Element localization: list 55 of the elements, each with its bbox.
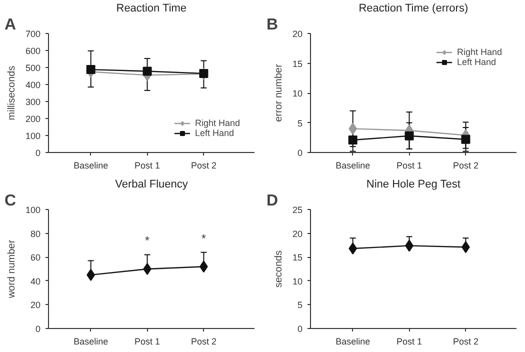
x-tick-label: Post 1 (396, 160, 422, 170)
y-tick-label: 700 (25, 29, 41, 39)
y-tick-label: 600 (25, 46, 41, 56)
x-tick-label: Post 1 (134, 336, 160, 346)
x-tick-label: Baseline (74, 160, 108, 170)
y-axis-title: error number (273, 63, 284, 122)
x-tick-label: Baseline (336, 336, 370, 346)
y-tick-label: 20 (30, 300, 41, 310)
x-tick-label: Post 1 (396, 336, 422, 346)
y-tick-label: 0 (297, 324, 303, 334)
legend-label: Left Hand (456, 57, 496, 67)
x-tick-label: Baseline (74, 336, 108, 346)
text: A (4, 16, 16, 34)
y-tick-label: 80 (30, 228, 41, 239)
y-tick-label: 300 (25, 97, 41, 107)
chart-title: Reaction Time (116, 2, 187, 14)
chart-title: Reaction Time (errors) (358, 2, 468, 14)
chart-title: Verbal Fluency (115, 178, 188, 190)
x-tick-label: Post 2 (190, 160, 216, 170)
y-tick-label: 0 (35, 148, 41, 158)
y-tick-label: 40 (30, 276, 41, 286)
y-tick-label: 400 (25, 80, 41, 90)
y-tick-label: 25 (292, 205, 303, 215)
y-tick-label: 20 (292, 228, 303, 239)
annotation: * (201, 231, 206, 246)
y-tick-label: 200 (25, 114, 41, 124)
x-tick-label: Baseline (336, 160, 370, 170)
x-tick-label: Post 2 (452, 336, 478, 346)
legend-label: Right Hand (456, 47, 502, 57)
y-tick-label: 100 (25, 131, 41, 141)
y-tick-label: 0 (297, 148, 303, 158)
y-tick-label: 15 (292, 58, 303, 69)
y-axis-title: milliseconds (6, 66, 18, 120)
annotation: * (144, 234, 150, 248)
y-tick-label: 10 (292, 88, 303, 98)
y-axis-title: word number (6, 239, 18, 300)
x-tick-label: Post 1 (134, 160, 160, 170)
text: D (266, 192, 278, 210)
text: C (4, 192, 16, 210)
y-tick-label: 100 (25, 205, 41, 215)
chart-title: Nine Hole Peg Test (366, 178, 460, 190)
y-tick-label: 60 (30, 252, 41, 263)
y-tick-label: 5 (297, 118, 303, 128)
y-tick-label: 0 (35, 324, 41, 334)
y-tick-label: 500 (25, 63, 41, 73)
y-tick-label: 10 (292, 276, 303, 286)
legend-label: Left Hand (194, 128, 234, 138)
y-tick-label: 5 (297, 300, 303, 310)
legend-label: Right Hand (194, 118, 240, 128)
y-axis-title: seconds (273, 250, 284, 288)
text: B (266, 16, 278, 34)
x-tick-label: Post 2 (190, 336, 216, 346)
x-tick-label: Post 2 (452, 160, 478, 170)
y-tick-label: 20 (292, 29, 303, 39)
y-tick-label: 15 (292, 252, 303, 263)
